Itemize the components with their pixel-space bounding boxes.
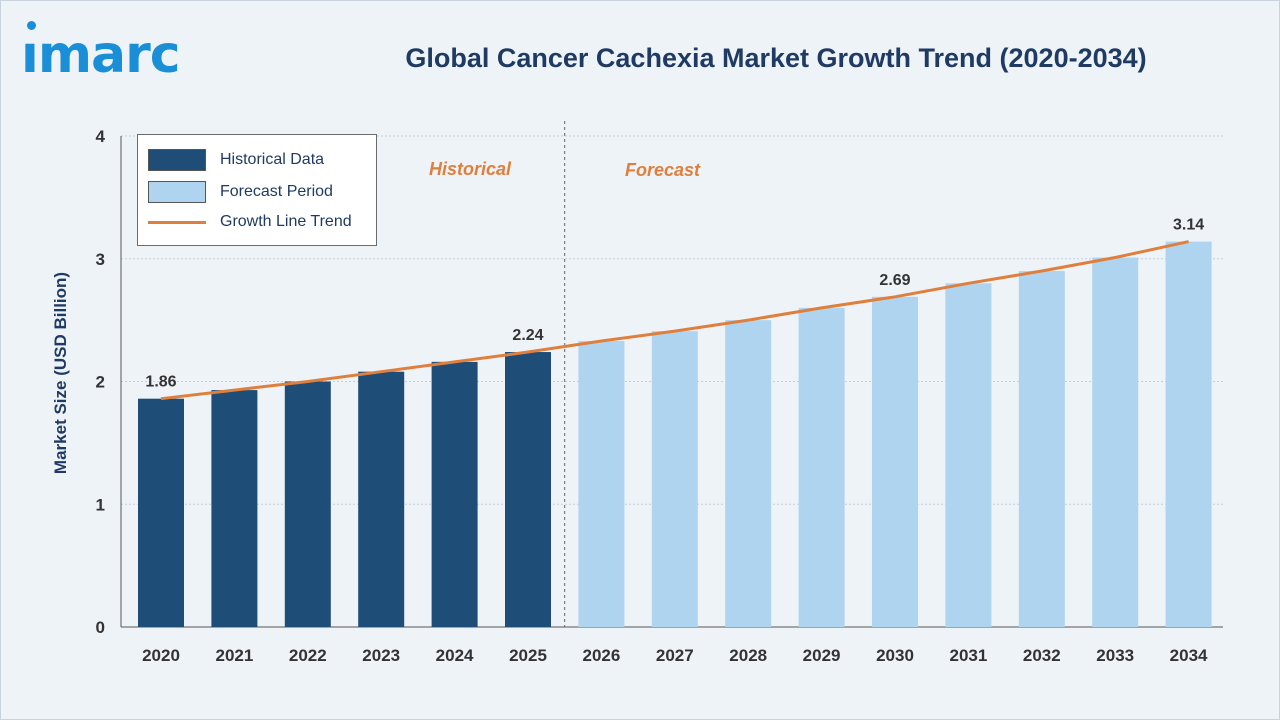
legend-swatch-forecast [148,181,206,203]
y-tick-label: 3 [96,250,105,269]
x-tick-label: 2028 [729,646,767,665]
bar-2028 [725,320,772,627]
x-tick-label: 2033 [1096,646,1134,665]
bar-2030 [872,296,918,627]
bar-2033 [1092,257,1139,627]
bar-2024 [431,361,478,627]
x-tick-label: 2021 [215,646,253,665]
x-tick-label: 2032 [1023,646,1061,665]
x-tick-label: 2026 [582,646,620,665]
bar-2020 [138,398,184,627]
x-tick-label: 2024 [436,646,474,665]
x-tick-label: 2025 [509,646,547,665]
logo-text: ımarc [21,25,181,85]
x-tick-label: 2030 [876,646,914,665]
legend-item-historical: Historical Data [148,147,324,173]
bar-2025 [505,352,551,627]
y-tick-label: 1 [96,495,105,514]
x-tick-label: 2031 [949,646,987,665]
bar-2029 [798,307,845,627]
data-label-2020: 1.86 [145,374,176,391]
x-tick-label: 2029 [803,646,841,665]
legend-label-trend: Growth Line Trend [220,213,352,230]
growth-trend-line [160,240,1189,401]
bar-2034 [1165,241,1212,627]
bar-2023 [358,371,405,627]
legend-label-historical: Historical Data [220,151,325,168]
x-tick-label: 2022 [289,646,327,665]
chart-title: Global Cancer Cachexia Market Growth Tre… [405,43,1147,73]
x-tick-label: 2027 [656,646,694,665]
data-label-2025: 2.24 [512,327,543,344]
y-tick-label: 0 [96,618,105,637]
data-label-2034: 3.14 [1173,217,1204,234]
legend-item-trend: Growth Line Trend [148,209,352,235]
bar-2032 [1018,271,1065,627]
bar-2031 [945,283,992,627]
x-tick-label: 2023 [362,646,400,665]
legend-swatch-trend [148,220,206,224]
imarc-logo: ımarc [21,21,181,85]
bar-2021 [211,390,258,627]
historical-period-label: Historical [429,159,512,179]
forecast-period-label: Forecast [625,160,701,180]
logo-dot [27,21,36,30]
bar-2026 [578,340,625,627]
data-label-2030: 2.69 [879,272,910,289]
y-tick-label: 4 [96,127,106,146]
y-tick-label: 2 [96,373,105,392]
x-tick-label: 2034 [1170,646,1208,665]
legend-swatch-historical [148,149,206,171]
bar-2022 [284,381,331,627]
chart-legend: Historical Data Forecast Period Growth L… [137,134,377,246]
x-tick-label: 2020 [142,646,180,665]
legend-item-forecast: Forecast Period [148,179,333,205]
bar-2027 [651,331,698,627]
legend-label-forecast: Forecast Period [220,183,333,200]
